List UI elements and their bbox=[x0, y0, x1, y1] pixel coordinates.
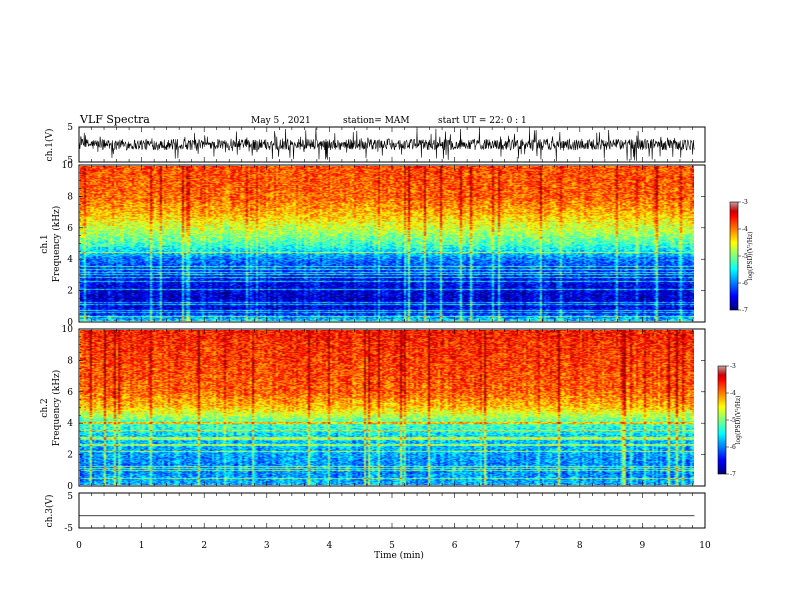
y-tick-label: 0 bbox=[67, 482, 73, 492]
ch1-channel-label: ch.1 bbox=[40, 234, 50, 253]
y-tick-label: 10 bbox=[62, 325, 74, 335]
start-time-label: start UT = 22: 0 : 1 bbox=[438, 116, 527, 126]
colorbar-tick-label: -4 bbox=[730, 390, 736, 397]
ch2-colorbar-gradient bbox=[718, 366, 726, 474]
x-tick-label: 4 bbox=[327, 541, 333, 551]
ch1-ytick-top: 5 bbox=[67, 123, 73, 133]
figure-title: VLF Spectra bbox=[79, 113, 150, 126]
ch1-colorbar-tick-labels: -3 -4 -5 -6 -7 bbox=[738, 199, 748, 314]
station-label: station= MAM bbox=[343, 116, 410, 126]
ch2-frequency-tick-labels: 0 2 4 6 8 10 bbox=[62, 325, 705, 492]
ch2-spectrogram-image bbox=[80, 330, 694, 485]
ch2-channel-label: ch.2 bbox=[40, 398, 50, 417]
ch1-tick-marks bbox=[78, 127, 706, 162]
ch1-frequency-tick-labels: 0 2 4 6 8 10 bbox=[62, 161, 705, 328]
time-axis-label: Time (min) bbox=[374, 550, 424, 561]
y-tick-label: 0 bbox=[67, 318, 73, 328]
ch1-colorbar-gradient bbox=[730, 202, 738, 310]
y-tick-label: 10 bbox=[62, 161, 74, 171]
ch3-ytick-top: 5 bbox=[67, 492, 73, 502]
ch1-ylabel: ch.1(V) bbox=[44, 129, 55, 162]
x-tick-label: 5 bbox=[389, 541, 395, 551]
ch1-waveform-line bbox=[78, 128, 695, 162]
y-tick-label: 2 bbox=[67, 287, 73, 297]
ch1-spectrogram-image bbox=[80, 166, 694, 321]
y-tick-label: 2 bbox=[67, 451, 73, 461]
ch2-spectrogram-tick-marks bbox=[78, 329, 706, 486]
ch2-colorbar-tick-labels: -3 -4 -5 -6 -7 bbox=[726, 363, 736, 478]
ch1-spectrogram-tick-marks bbox=[78, 165, 706, 322]
ch3-ytick-bottom: -5 bbox=[64, 524, 73, 534]
date-label: May 5 , 2021 bbox=[251, 116, 311, 126]
colorbar-tick-label: -6 bbox=[742, 280, 748, 287]
colorbar-tick-label: -3 bbox=[742, 199, 748, 206]
x-tick-label: 9 bbox=[640, 541, 646, 551]
time-axis-tick-labels: 0 1 2 3 4 5 6 7 8 9 10 bbox=[76, 541, 711, 551]
y-tick-label: 6 bbox=[67, 224, 73, 234]
colorbar-tick-label: -5 bbox=[730, 417, 736, 424]
colorbar-tick-label: -7 bbox=[730, 471, 736, 478]
y-tick-label: 4 bbox=[67, 255, 73, 265]
colorbar-tick-label: -6 bbox=[730, 444, 736, 451]
y-tick-label: 4 bbox=[67, 419, 73, 429]
ch2-frequency-label: Frequency (kHz) bbox=[51, 370, 62, 447]
y-tick-label: 8 bbox=[67, 356, 73, 366]
x-tick-label: 8 bbox=[577, 541, 583, 551]
y-tick-label: 6 bbox=[67, 388, 73, 398]
ch1-colorbar-label: log(PSD)(V²/Hz) bbox=[747, 232, 754, 281]
x-tick-label: 3 bbox=[264, 541, 270, 551]
x-tick-label: 2 bbox=[201, 541, 207, 551]
colorbar-tick-label: -3 bbox=[730, 363, 736, 370]
colorbar-tick-label: -7 bbox=[742, 307, 748, 314]
y-tick-label: 8 bbox=[67, 192, 73, 202]
x-tick-label: 6 bbox=[452, 541, 458, 551]
ch3-waveform-panel: 5 -5 ch.3(V) 0 1 2 3 4 5 6 7 8 9 10 Time (min) bbox=[44, 492, 711, 561]
ch3-ylabel: ch.3(V) bbox=[44, 495, 55, 528]
x-tick-label: 0 bbox=[76, 541, 82, 551]
x-tick-label: 10 bbox=[699, 541, 711, 551]
ch3-tick-marks bbox=[78, 493, 706, 528]
ch1-frequency-label: Frequency (kHz) bbox=[51, 206, 62, 283]
colorbar-tick-label: -5 bbox=[742, 253, 748, 260]
ch1-ytick-bottom: -5 bbox=[64, 156, 73, 166]
ch1-waveform-panel: 5 -5 ch.1(V) bbox=[44, 123, 706, 166]
x-tick-label: 7 bbox=[514, 541, 520, 551]
colorbar-tick-label: -4 bbox=[742, 226, 748, 233]
ch2-colorbar-label: log(PSD)(V²/Hz) bbox=[735, 396, 742, 445]
x-tick-label: 1 bbox=[139, 541, 145, 551]
